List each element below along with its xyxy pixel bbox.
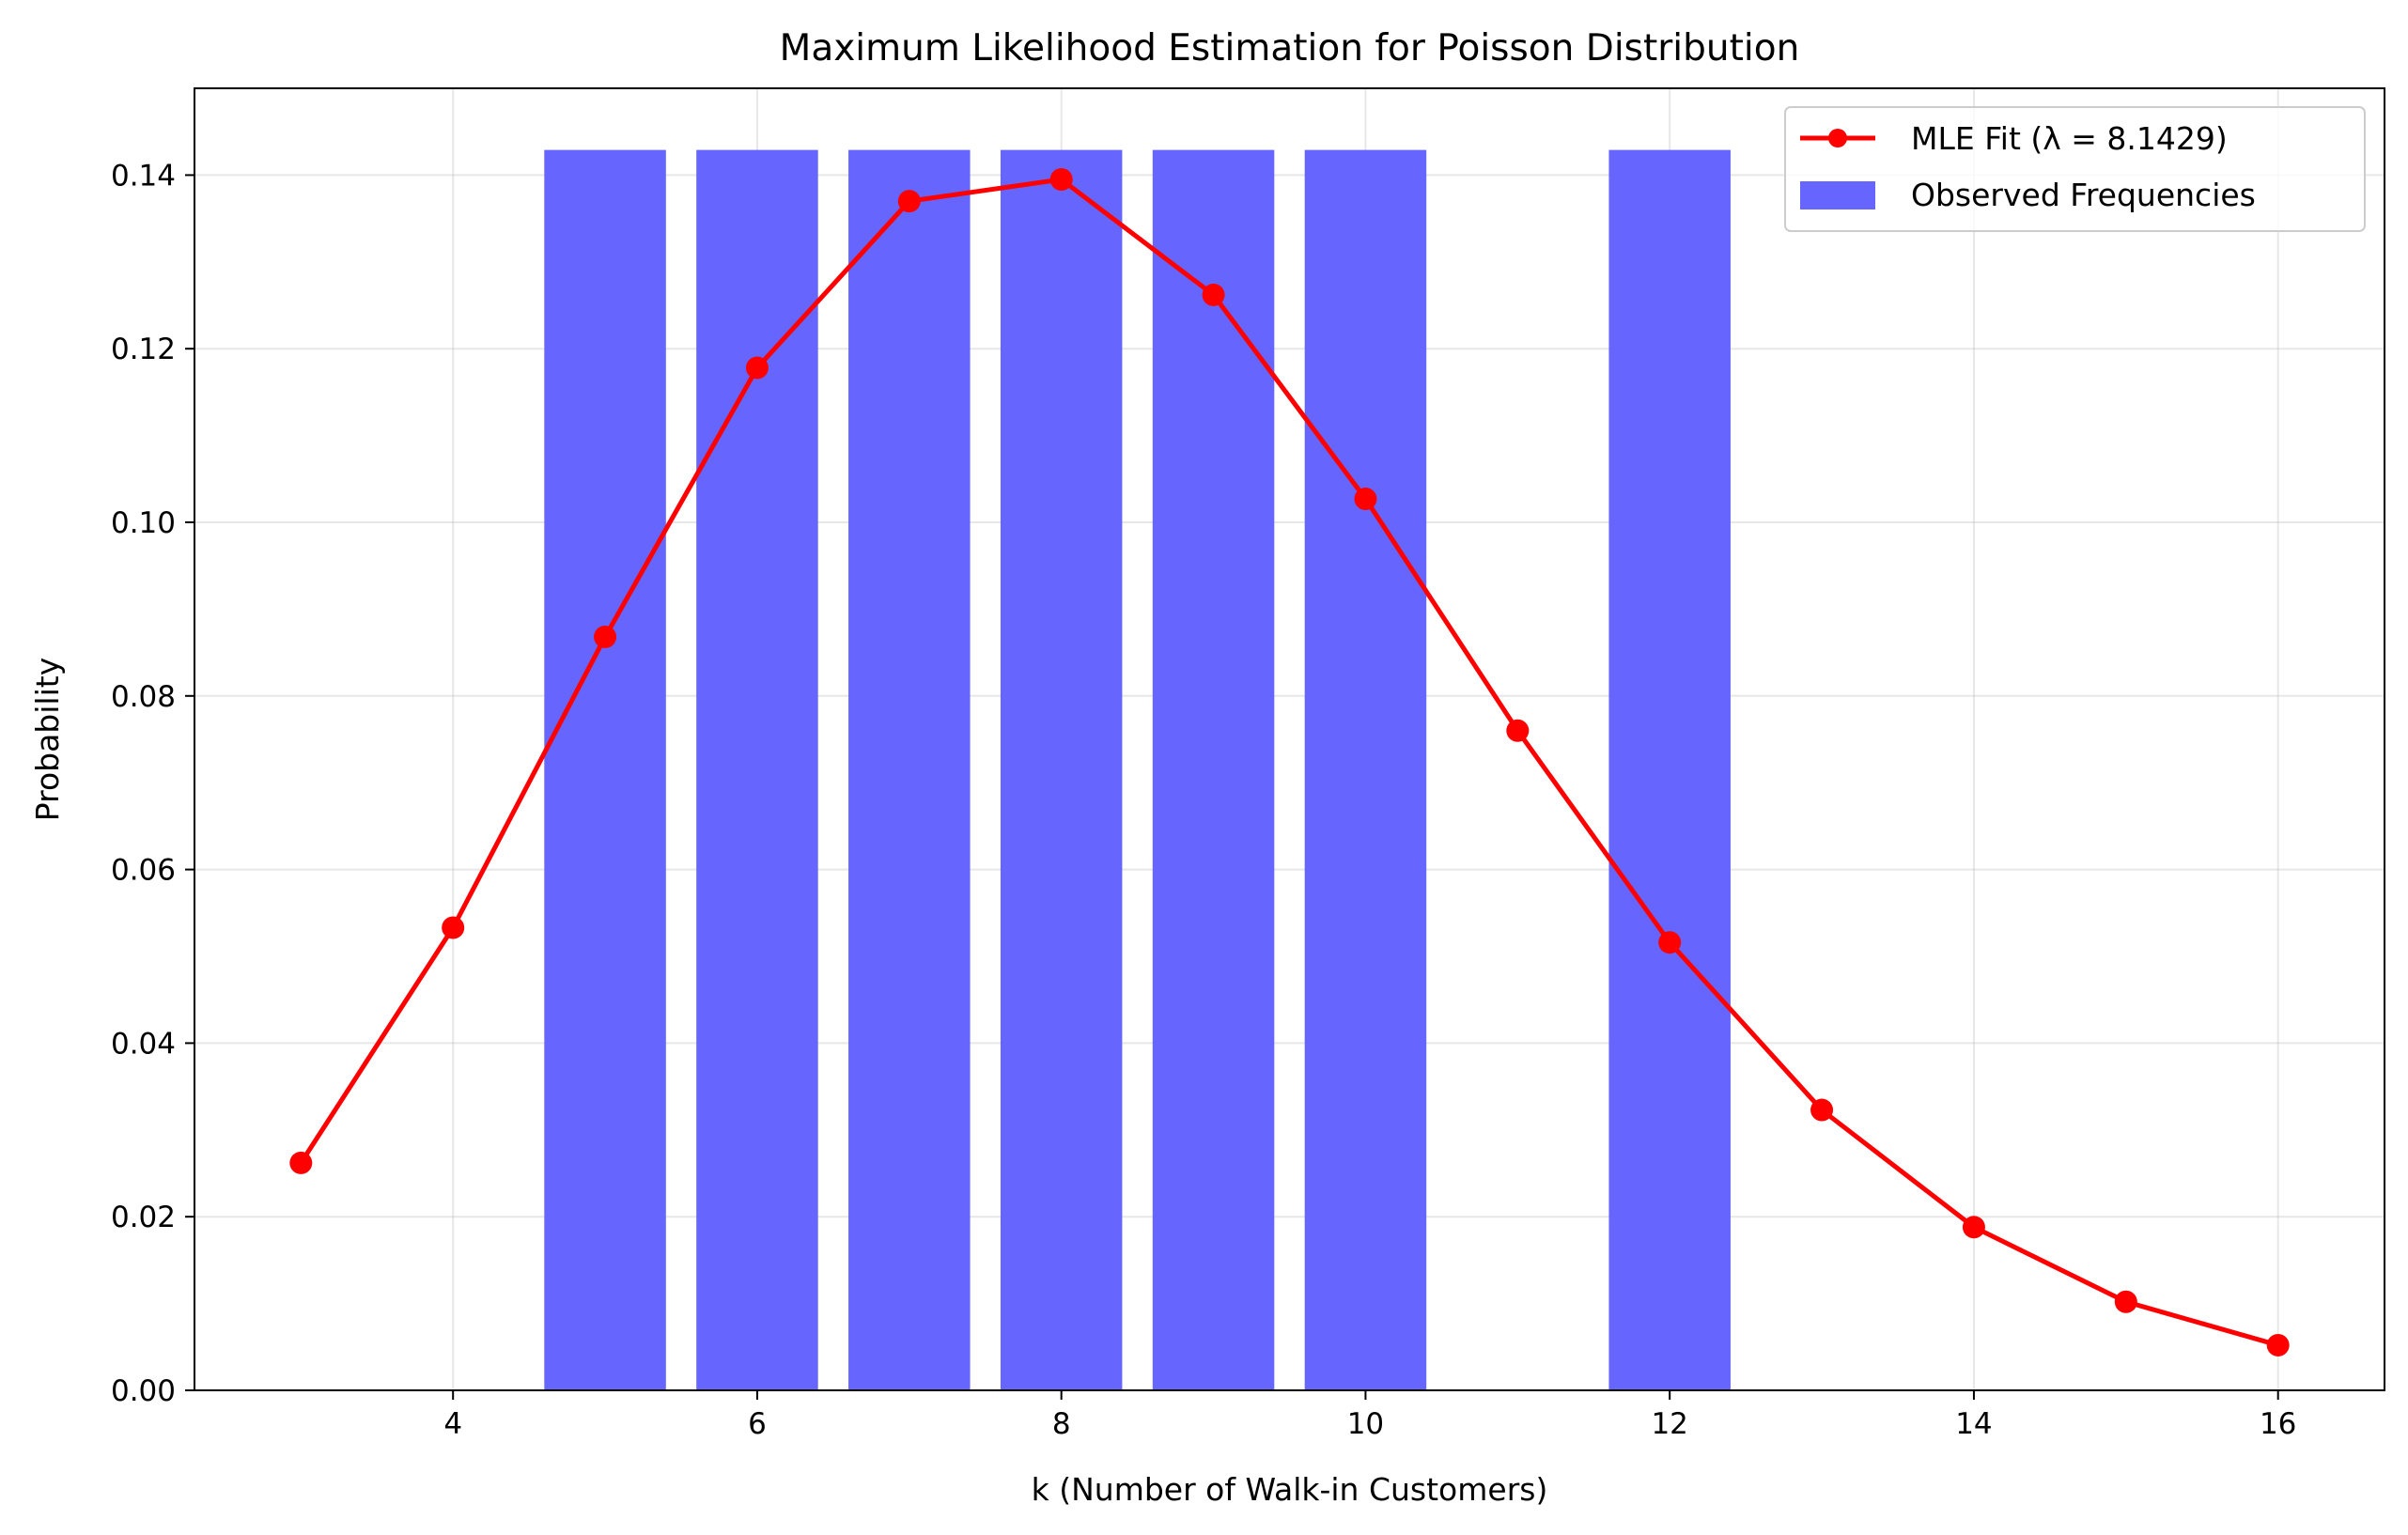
mle-point-k9 xyxy=(1202,283,1225,306)
line-series xyxy=(289,168,2290,1357)
mle-point-k5 xyxy=(594,625,617,648)
y-tick-label: 0.08 xyxy=(111,680,176,714)
bar-observed-k12 xyxy=(1608,149,1731,1390)
legend-bar-label: Observed Frequencies xyxy=(1911,177,2256,213)
mle-point-k15 xyxy=(2114,1290,2137,1313)
x-tick-label: 8 xyxy=(1052,1407,1071,1441)
x-tick-label: 4 xyxy=(443,1407,462,1441)
bar-observed-k7 xyxy=(848,149,971,1390)
y-tick-label: 0.10 xyxy=(111,506,176,540)
mle-point-k11 xyxy=(1506,719,1530,742)
legend-marker-swatch xyxy=(1828,129,1847,147)
bar-observed-k10 xyxy=(1304,149,1427,1390)
bar-observed-k8 xyxy=(1000,149,1123,1390)
mle-point-k6 xyxy=(745,356,769,380)
bar-observed-k9 xyxy=(1152,149,1275,1390)
y-tick-label: 0.00 xyxy=(111,1374,176,1408)
x-axis-label: k (Number of Walk-in Customers) xyxy=(1032,1471,1548,1508)
y-tick-label: 0.06 xyxy=(111,854,176,888)
chart-title: Maximum Likelihood Estimation for Poisso… xyxy=(780,27,1800,70)
mle-point-k16 xyxy=(2266,1333,2290,1357)
mle-point-k14 xyxy=(1962,1216,1985,1239)
x-tick-label: 10 xyxy=(1347,1407,1384,1441)
y-axis-label: Probability xyxy=(29,658,66,821)
x-tick-label: 14 xyxy=(1955,1407,1992,1441)
mle-point-k8 xyxy=(1049,168,1073,192)
x-tick-label: 12 xyxy=(1651,1407,1687,1441)
legend-box xyxy=(1784,106,2366,232)
y-axis-ticks: 0.00 0.02 0.04 0.06 0.08 0.10 0.12 0.14 xyxy=(111,159,194,1408)
x-tick-label: 16 xyxy=(2260,1407,2296,1441)
legend: MLE Fit (λ = 8.1429) Observed Frequencie… xyxy=(1784,106,2366,232)
y-tick-label: 0.02 xyxy=(111,1201,176,1234)
mle-fit-line xyxy=(299,177,2279,1348)
mle-point-k12 xyxy=(1658,931,1682,954)
y-tick-label: 0.12 xyxy=(111,333,176,366)
bar-observed-k5 xyxy=(544,149,666,1390)
legend-line-label: MLE Fit (λ = 8.1429) xyxy=(1911,120,2228,157)
legend-bar-swatch xyxy=(1800,181,1875,209)
mle-point-k7 xyxy=(897,190,921,213)
axes-frame xyxy=(194,87,2385,1391)
bar-observed-k6 xyxy=(696,149,818,1390)
y-tick-label: 0.04 xyxy=(111,1027,176,1061)
x-axis-ticks: 4 6 8 10 12 14 16 xyxy=(443,1390,2296,1441)
mle-point-k13 xyxy=(1810,1098,1834,1122)
mle-point-k10 xyxy=(1354,488,1377,511)
mle-point-k4 xyxy=(442,916,465,939)
x-tick-label: 6 xyxy=(748,1407,767,1441)
bars xyxy=(544,149,1731,1390)
y-tick-label: 0.14 xyxy=(111,159,176,193)
grid xyxy=(194,88,2385,1391)
mle-point-k3 xyxy=(289,1151,313,1174)
